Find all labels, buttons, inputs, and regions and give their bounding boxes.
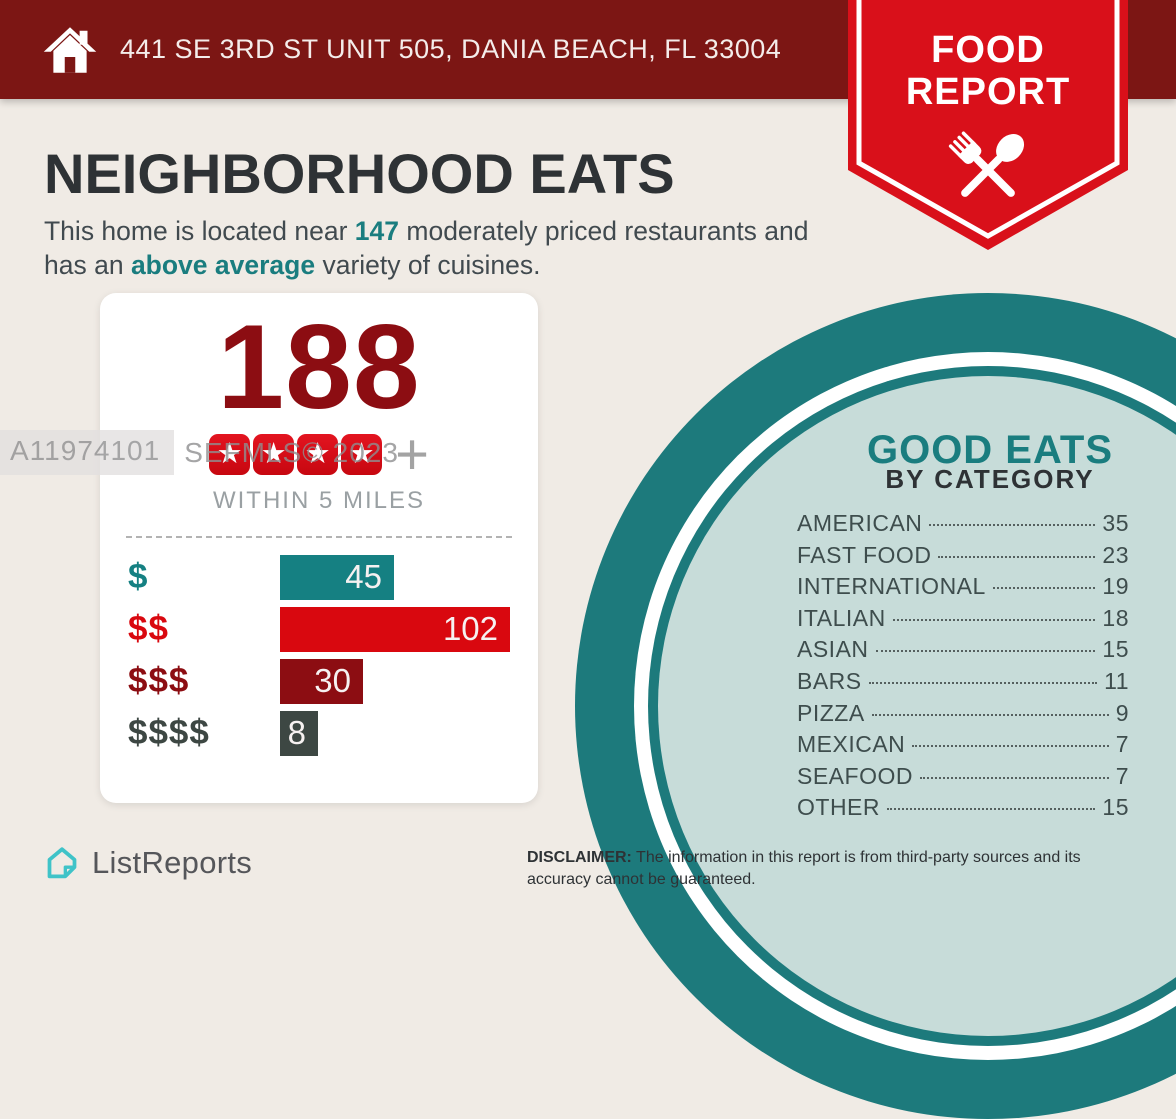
total-restaurants: 188 xyxy=(217,300,421,434)
price-tier-label: $ xyxy=(128,557,149,597)
price-tier-bar: 30 xyxy=(280,658,363,704)
disclaimer: DISCLAIMER: The information in this repo… xyxy=(527,849,1081,888)
price-tier-row: $45 xyxy=(128,554,510,600)
category-value: 19 xyxy=(1102,573,1129,600)
category-value: 18 xyxy=(1102,604,1129,631)
category-row: SEAFOOD 7 xyxy=(797,763,1129,795)
price-tier-chart: $45 $$ 102 $$$ 30 $$$$ 8 xyxy=(100,554,538,756)
good-eats-subtitle: BY CATEGORY xyxy=(885,464,1095,494)
dotted-leader xyxy=(919,776,1109,779)
food-report-badge: FOOD REPORT xyxy=(848,0,1128,252)
category-value: 7 xyxy=(1115,762,1129,789)
category-label: BARS xyxy=(797,667,862,694)
price-tier-row: $$ 102 xyxy=(128,606,510,652)
rating-stars: ★ ★ ★ ★ + xyxy=(100,421,538,487)
price-tier-label: $$$$ xyxy=(128,713,210,753)
price-tier-bar: 102 xyxy=(280,606,510,652)
dotted-leader xyxy=(992,587,1096,590)
category-value: 35 xyxy=(1102,510,1129,536)
mls-source: SEFMLS© 2023 xyxy=(184,436,399,468)
mls-id: A11974101 xyxy=(0,430,175,475)
category-label: FAST FOOD xyxy=(797,541,932,568)
home-icon xyxy=(43,26,97,73)
price-tier-label: $$ xyxy=(128,609,169,649)
category-row: PIZZA 9 xyxy=(797,700,1129,732)
star-icon: ★ xyxy=(253,434,295,476)
restaurant-count: 147 xyxy=(354,216,400,246)
star-icon: ★ xyxy=(297,434,339,476)
category-value: 15 xyxy=(1102,794,1129,821)
category-label: SEAFOOD xyxy=(797,762,913,789)
category-value: 7 xyxy=(1115,731,1129,758)
dotted-leader xyxy=(871,713,1109,716)
variety-highlight: above average xyxy=(130,250,316,281)
dotted-leader xyxy=(875,650,1096,653)
category-row: MEXICAN 7 xyxy=(797,731,1129,763)
summary-card: 188 ★ ★ ★ ★ + WITHIN 5 MILES $45 $$ 102 $$$ 30 $$… xyxy=(100,293,538,803)
dashed-divider xyxy=(126,535,512,538)
star-icon: ★ xyxy=(209,434,251,476)
category-value: 11 xyxy=(1104,667,1129,694)
dotted-leader xyxy=(938,555,1096,558)
mls-watermark: A11974101 SEFMLS© 2023 xyxy=(0,430,399,475)
category-label: ITALIAN xyxy=(797,604,886,631)
property-address: 441 SE 3RD ST UNIT 505, DANIA BEACH, FL … xyxy=(120,34,782,64)
category-row: BARS 11 xyxy=(797,668,1129,700)
price-tier-row: $$$$ 8 xyxy=(128,710,510,756)
category-label: MEXICAN xyxy=(797,731,906,758)
page-title: NEIGHBORHOOD EATS xyxy=(44,142,675,205)
listreports-house-icon xyxy=(47,847,77,879)
plus-icon: + xyxy=(395,421,429,487)
category-label: OTHER xyxy=(797,794,880,821)
category-row: OTHER 15 xyxy=(797,794,1129,826)
category-row: FAST FOOD 23 xyxy=(797,542,1129,574)
category-label: INTERNATIONAL xyxy=(797,573,986,600)
listreports-logo-text: ListReports xyxy=(92,845,253,880)
price-tier-bar: 8 xyxy=(280,710,318,756)
category-label: PIZZA xyxy=(797,699,865,726)
category-row: ITALIAN 18 xyxy=(797,605,1129,637)
intro-text: This home is located near 147 moderately… xyxy=(44,216,809,281)
badge-title: FOOD REPORT xyxy=(905,29,1071,113)
listreports-logo: ListReports xyxy=(42,843,252,883)
price-tier-label: $$$ xyxy=(128,661,190,701)
dotted-leader xyxy=(887,808,1096,811)
price-tier-row: $$$ 30 xyxy=(128,658,510,704)
dotted-leader xyxy=(868,681,1098,684)
crossed-spoon-fork-icon xyxy=(948,131,1025,197)
price-tier-bar: 45 xyxy=(280,554,394,600)
category-label: AMERICAN xyxy=(797,510,923,536)
category-label: ASIAN xyxy=(797,636,869,663)
category-list: AMERICAN 35 FAST FOOD 23 INTERNATIONAL 19 ITAL… xyxy=(797,510,1129,826)
dotted-leader xyxy=(912,745,1109,748)
category-value: 9 xyxy=(1115,699,1129,726)
category-row: ASIAN 15 xyxy=(797,636,1129,668)
radius-label: WITHIN 5 MILES xyxy=(212,486,426,514)
category-row: INTERNATIONAL 19 xyxy=(797,573,1129,605)
dotted-leader xyxy=(929,524,1096,526)
good-eats-title: GOOD EATS xyxy=(866,428,1114,472)
star-icon: ★ xyxy=(341,434,383,476)
category-value: 15 xyxy=(1102,636,1129,663)
category-row: AMERICAN 35 xyxy=(797,510,1129,542)
category-value: 23 xyxy=(1102,541,1129,568)
dotted-leader xyxy=(892,618,1096,621)
